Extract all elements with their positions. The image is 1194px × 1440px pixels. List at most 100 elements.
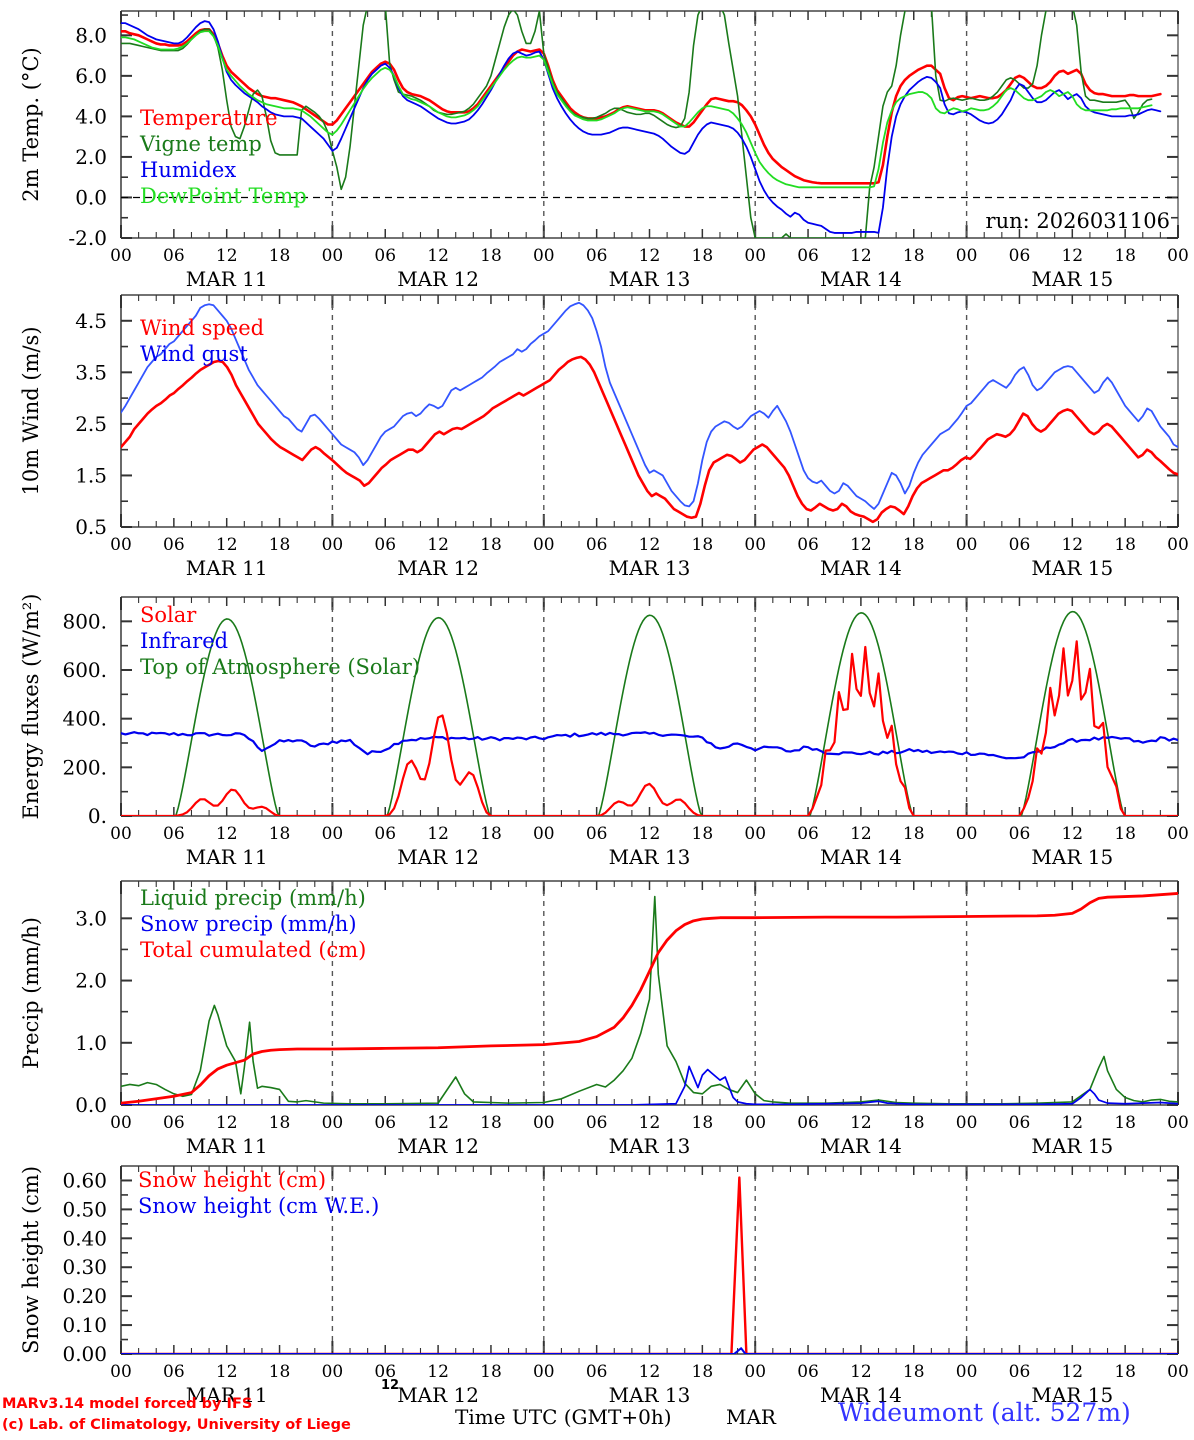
y-tick-label: 0.00 <box>62 1342 107 1366</box>
data-series-line <box>121 640 1178 816</box>
x-tick-hour: 06 <box>1009 246 1031 266</box>
x-tick-day: MAR 13 <box>609 556 691 580</box>
x-tick-hour: 12 <box>216 535 238 555</box>
legend-item-dewpoint-temp: DewPoint Temp <box>140 184 307 208</box>
x-tick-hour: 00 <box>744 246 766 266</box>
x-tick-hour: 12 <box>216 1362 238 1382</box>
x-tick-hour: 12 <box>850 535 872 555</box>
x-tick-day: MAR 15 <box>1031 1134 1113 1158</box>
y-tick-label: 0.50 <box>62 1197 107 1221</box>
x-tick-hour: 06 <box>586 824 608 844</box>
y-axis-label-snow_height: Snow height (cm) <box>19 1166 43 1354</box>
x-tick-day: MAR 14 <box>820 267 902 291</box>
y-tick-label: 4.5 <box>75 309 107 333</box>
x-tick-hour: 12 <box>1061 535 1083 555</box>
x-tick-hour: 12 <box>639 824 661 844</box>
x-tick-hour: 06 <box>163 535 185 555</box>
x-tick-hour: 12 <box>850 1362 872 1382</box>
x-tick-hour: 12 <box>639 1362 661 1382</box>
legend-item-top-of-atmosphere-solar: Top of Atmosphere (Solar) <box>140 655 420 679</box>
y-tick-label: 400. <box>62 707 107 731</box>
x-tick-day: MAR 12 <box>397 1134 479 1158</box>
y-tick-label: 2.0 <box>75 969 107 993</box>
x-tick-day: MAR 14 <box>820 556 902 580</box>
x-tick-hour: 00 <box>110 824 132 844</box>
y-tick-label: 2.0 <box>75 145 107 169</box>
x-tick-hour: 00 <box>533 1113 555 1133</box>
x-tick-day: MAR 12 <box>397 1383 479 1407</box>
y-axis-label-energy_fluxes: Energy fluxes (W/m²) <box>19 594 43 820</box>
x-tick-hour: 12 <box>1061 246 1083 266</box>
x-tick-hour: 06 <box>374 246 396 266</box>
y-tick-label: 0.20 <box>62 1284 107 1308</box>
x-tick-hour: 12 <box>639 1113 661 1133</box>
data-series-line <box>121 731 1178 760</box>
x-tick-hour: 00 <box>956 824 978 844</box>
station-label: Wideumont (alt. 527m) <box>838 1398 1131 1427</box>
legend-item-liquid-precip-mm-h: Liquid precip (mm/h) <box>140 886 366 910</box>
x-tick-hour: 00 <box>1167 535 1189 555</box>
x-tick-hour: 00 <box>322 1113 344 1133</box>
y-tick-label: 0.60 <box>62 1168 107 1192</box>
x-tick-hour: 00 <box>322 535 344 555</box>
x-tick-hour: 18 <box>480 824 502 844</box>
x-tick-hour: 12 <box>850 824 872 844</box>
data-series-line <box>121 27 1162 185</box>
x-tick-hour: 12 <box>427 1362 449 1382</box>
data-series-line <box>121 355 1178 524</box>
data-series-line <box>121 610 1178 816</box>
x-tick-hour: 00 <box>110 535 132 555</box>
x-tick-hour: 06 <box>1009 824 1031 844</box>
x-tick-day: MAR 13 <box>609 1134 691 1158</box>
x-tick-hour: 00 <box>322 824 344 844</box>
x-tick-day: MAR 15 <box>1031 556 1113 580</box>
x-tick-day: MAR 13 <box>609 267 691 291</box>
x-tick-hour: 06 <box>586 246 608 266</box>
xaxis-title: Time UTC (GMT+0h) <box>455 1405 672 1429</box>
x-tick-hour: 00 <box>1167 246 1189 266</box>
x-tick-hour: 12 <box>639 246 661 266</box>
y-tick-label: 600. <box>62 658 107 682</box>
x-tick-hour: 00 <box>110 246 132 266</box>
x-tick-hour: 18 <box>1114 1113 1136 1133</box>
x-tick-hour: 12 <box>850 246 872 266</box>
x-tick-hour: 18 <box>1114 535 1136 555</box>
x-tick-hour: 00 <box>956 1362 978 1382</box>
y-tick-label: 2.5 <box>75 412 107 436</box>
x-tick-hour: 18 <box>692 1362 714 1382</box>
y-axis-label-wind: 10m Wind (m/s) <box>19 326 43 495</box>
x-tick-hour: 00 <box>322 246 344 266</box>
x-tick-hour: 18 <box>1114 824 1136 844</box>
x-tick-day: MAR 12 <box>397 845 479 869</box>
x-tick-day: MAR 11 <box>186 556 268 580</box>
x-tick-hour: 00 <box>533 1362 555 1382</box>
y-tick-label: 800. <box>62 609 107 633</box>
legend-item-snow-precip-mm-h: Snow precip (mm/h) <box>140 912 357 936</box>
y-tick-label: 4.0 <box>75 104 107 128</box>
x-tick-day: MAR 11 <box>186 1134 268 1158</box>
x-tick-hour: 18 <box>903 1362 925 1382</box>
x-tick-hour: 18 <box>480 246 502 266</box>
data-series-line <box>121 1347 1178 1354</box>
x-tick-hour: 18 <box>269 535 291 555</box>
x-tick-hour: 00 <box>322 1362 344 1382</box>
x-tick-hour: 18 <box>269 246 291 266</box>
y-tick-label: 0.0 <box>75 185 107 209</box>
x-tick-hour: 06 <box>586 1113 608 1133</box>
run-label: run: 2026031106 <box>986 209 1170 233</box>
x-tick-hour: 00 <box>1167 824 1189 844</box>
y-tick-label: 0. <box>88 804 107 828</box>
x-tick-hour: 18 <box>480 1362 502 1382</box>
x-tick-hour: 18 <box>269 1113 291 1133</box>
x-tick-hour: 00 <box>110 1113 132 1133</box>
x-tick-hour: 06 <box>163 1362 185 1382</box>
x-tick-hour: 06 <box>797 535 819 555</box>
x-tick-hour: 12 <box>427 1113 449 1133</box>
x-tick-hour: 00 <box>110 1362 132 1382</box>
x-tick-hour: 00 <box>533 824 555 844</box>
legend-item-vigne-temp: Vigne temp <box>139 132 262 156</box>
data-series-line <box>121 895 1178 1105</box>
y-tick-label: 0.30 <box>62 1255 107 1279</box>
x-tick-day: MAR 14 <box>820 1134 902 1158</box>
